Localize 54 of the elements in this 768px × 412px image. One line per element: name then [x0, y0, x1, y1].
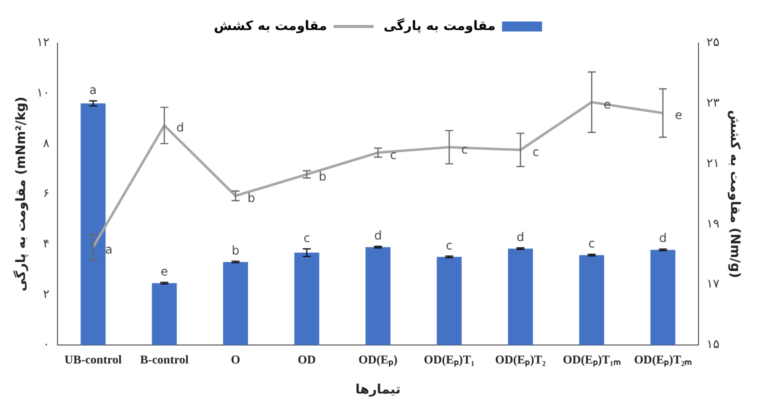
legend-label: مقاومت به پارگی — [384, 18, 496, 34]
y-tick-label: ۰ — [43, 337, 50, 352]
x-tick-label: OD(Eₚ)T₁ₘ — [562, 352, 620, 368]
data-label: e — [604, 97, 612, 112]
data-label: c — [588, 236, 595, 251]
data-label: c — [303, 230, 310, 245]
y-tick-label: ۸ — [43, 136, 50, 150]
y-tick-label: ۴ — [43, 236, 50, 250]
data-label: b — [318, 169, 326, 184]
bar — [650, 250, 676, 345]
bar — [152, 283, 177, 345]
y2-tick-label: ۱۵ — [706, 337, 720, 352]
bar — [436, 256, 462, 345]
y2-tick-label: ۲۵ — [706, 35, 720, 50]
x-tick-label: OD — [298, 352, 316, 366]
x-tick-label: B-control — [140, 352, 190, 366]
y2-tick-label: ۲۳ — [706, 96, 720, 110]
data-label: d — [659, 231, 667, 246]
y-tick-label: ۱۲ — [36, 35, 50, 50]
x-tick-label: OD(Eₚ) — [358, 352, 398, 368]
bar — [80, 103, 106, 345]
data-label: c — [446, 238, 453, 252]
x-tick-label: OD(Eₚ)T₂ₘ — [634, 352, 692, 368]
y-tick-label: ۲ — [43, 286, 50, 301]
x-tick-label: OD(Eₚ)T₂ — [495, 352, 546, 368]
x-tick-label: OD(Eₚ)T₁ — [424, 352, 475, 368]
data-label: d — [374, 228, 382, 242]
bar — [366, 247, 390, 345]
data-label: c — [390, 148, 397, 162]
data-label: c — [532, 145, 540, 160]
x-axis-title: تیمارها — [355, 382, 401, 398]
data-label: d — [176, 120, 184, 135]
y2-tick-label: ۱۹ — [706, 216, 720, 230]
x-tick-label: O — [230, 352, 240, 366]
bar — [294, 252, 320, 345]
data-label: a — [105, 242, 112, 256]
bar — [579, 255, 604, 345]
y2-tick-label: ۱۷ — [706, 276, 720, 291]
y2-axis-title: مقاومت به کشش (Nm/g) — [726, 110, 742, 278]
y-tick-label: ۱۰ — [36, 85, 50, 100]
y2-tick-label: ۲۱ — [706, 156, 720, 170]
y-axis-title: مقاومت به پارگی (mNm²/kg) — [13, 96, 30, 292]
x-tick-label: UB-control — [64, 352, 122, 366]
bar — [223, 262, 248, 345]
data-label: e — [674, 108, 682, 122]
data-label: a — [89, 83, 97, 98]
legend-label: مقاومت به کشش — [214, 18, 328, 34]
data-label: d — [516, 230, 524, 244]
y-tick-label: ۶ — [43, 186, 50, 200]
data-label: e — [160, 264, 168, 278]
bar — [508, 248, 533, 345]
data-label: b — [232, 243, 240, 258]
data-label: c — [461, 142, 468, 156]
data-label: b — [248, 190, 256, 205]
